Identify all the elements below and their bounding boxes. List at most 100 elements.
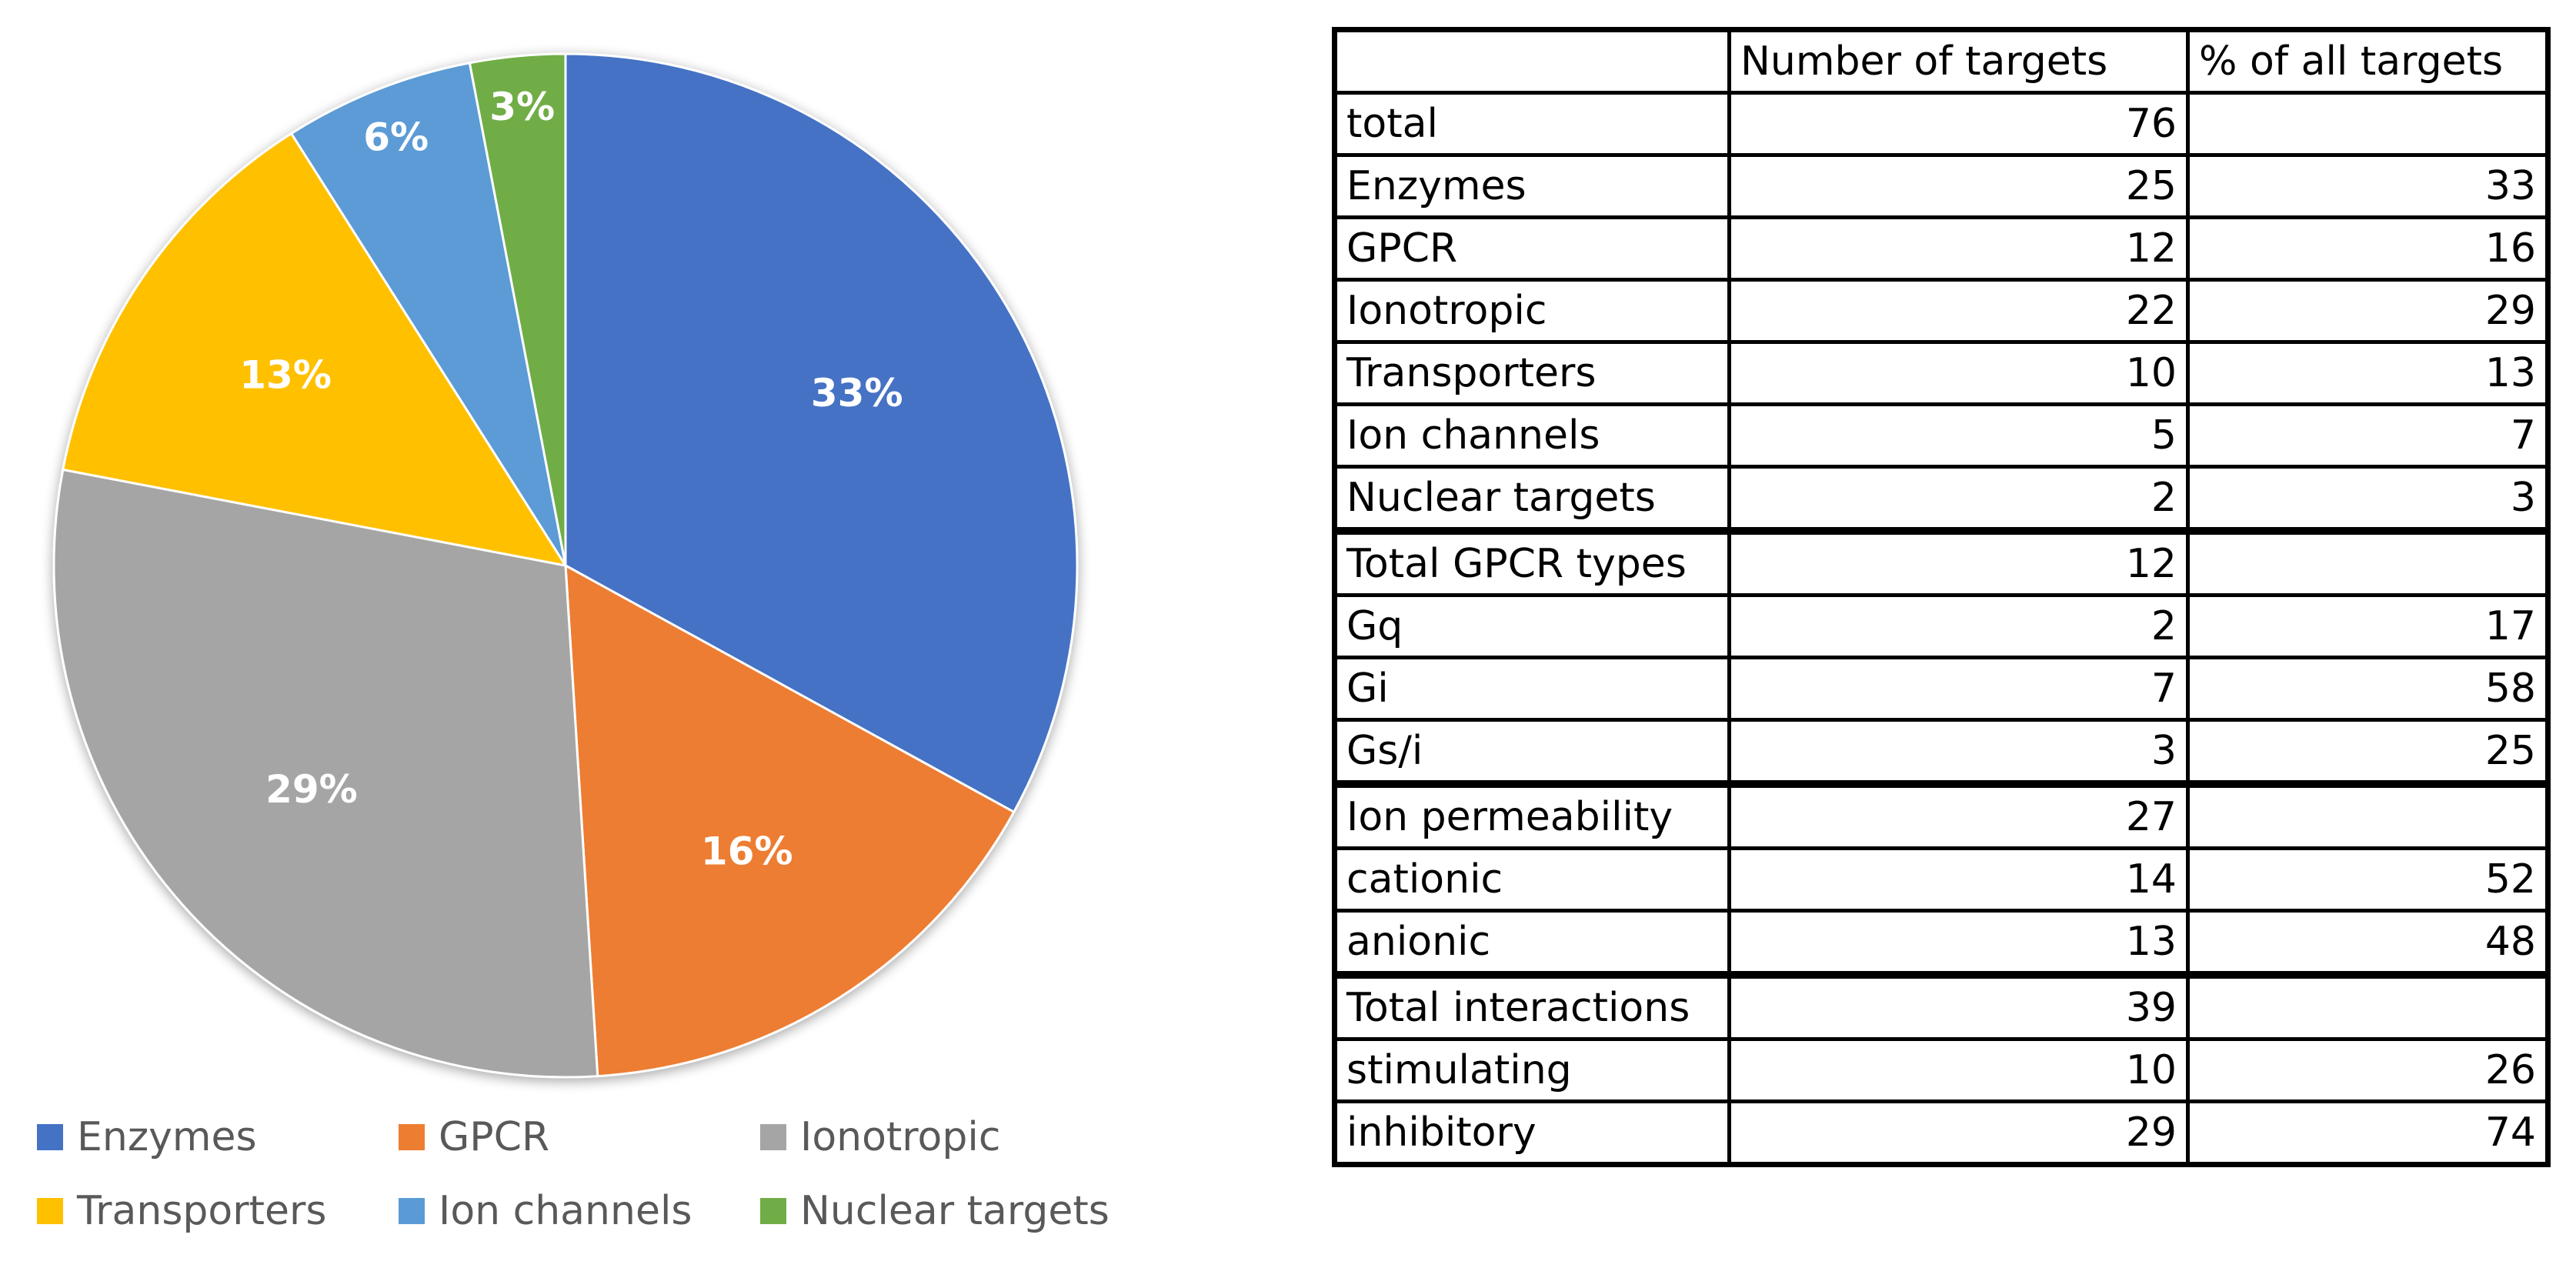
table-row: total 76 — [1333, 91, 2550, 157]
row-label: total — [1333, 91, 1731, 157]
legend-swatch — [760, 1124, 786, 1150]
row-number-of-targets: 3 — [1727, 718, 2190, 786]
row-label: Total interactions — [1333, 971, 1731, 1041]
pie-slice-gpcr — [564, 563, 1016, 1078]
row-percent-of-all-targets — [2186, 527, 2550, 597]
row-percent-of-all-targets: 29 — [2186, 278, 2550, 344]
table-row: Gq 2 17 — [1333, 593, 2550, 659]
row-percent-of-all-targets: 13 — [2186, 340, 2550, 406]
row-label: Ionotropic — [1333, 278, 1731, 344]
table-header-row: Number of targets % of all targets — [1333, 28, 2550, 95]
legend-swatch — [37, 1198, 63, 1224]
targets-table: Number of targets % of all targets total… — [1332, 27, 2551, 1167]
pie-slice-ion-channels — [289, 62, 567, 566]
row-label: Ion permeability — [1333, 780, 1731, 850]
legend-label: Nuclear targets — [800, 1188, 1109, 1234]
row-label: Nuclear targets — [1333, 465, 1731, 533]
row-number-of-targets: 29 — [1727, 1099, 2190, 1166]
row-label: Transporters — [1333, 340, 1731, 406]
row-label: GPCR — [1333, 215, 1731, 282]
pie-slice-transporters — [62, 132, 569, 568]
slice-label: 13% — [239, 353, 332, 398]
slice-label: 33% — [811, 371, 903, 415]
row-label: Gq — [1333, 593, 1731, 659]
slice-label: 29% — [265, 767, 358, 812]
row-percent-of-all-targets: 25 — [2186, 718, 2550, 786]
row-number-of-targets: 2 — [1727, 593, 2190, 659]
table-row: GPCR 12 16 — [1333, 215, 2550, 282]
legend-swatch — [760, 1198, 786, 1224]
legend-item: Nuclear targets — [760, 1180, 1109, 1242]
table-row: Gi 7 58 — [1333, 656, 2550, 722]
row-percent-of-all-targets: 58 — [2186, 656, 2550, 722]
header-percent-of-all-targets: % of all targets — [2186, 28, 2550, 95]
table-row: Transporters 10 13 — [1333, 340, 2550, 406]
row-number-of-targets: 14 — [1727, 846, 2190, 913]
table-row: Ionotropic 22 29 — [1333, 278, 2550, 344]
legend-item: Ion channels — [399, 1180, 692, 1242]
slice-label: 6% — [363, 115, 429, 160]
legend-label: Ion channels — [439, 1188, 692, 1234]
row-label: Ion channels — [1333, 402, 1731, 469]
chart-legend: Enzymes GPCR Ionotropic Transporters Ion cha… — [37, 1106, 1137, 1260]
row-percent-of-all-targets: 3 — [2186, 465, 2550, 533]
row-label: Total GPCR types — [1333, 527, 1731, 597]
row-number-of-targets: 7 — [1727, 656, 2190, 722]
row-percent-of-all-targets: 52 — [2186, 846, 2550, 913]
pie-slice-ionotropic — [52, 468, 599, 1079]
row-percent-of-all-targets: 33 — [2186, 153, 2550, 219]
row-number-of-targets: 27 — [1727, 780, 2190, 850]
row-percent-of-all-targets — [2186, 91, 2550, 157]
row-percent-of-all-targets: 74 — [2186, 1099, 2550, 1166]
row-label: Enzymes — [1333, 153, 1731, 219]
table-row: Ion permeability 27 — [1333, 780, 2550, 850]
row-number-of-targets: 12 — [1727, 527, 2190, 597]
legend-label: Ionotropic — [800, 1114, 1001, 1160]
legend-item: Enzymes — [37, 1106, 257, 1168]
row-number-of-targets: 12 — [1727, 215, 2190, 282]
pie-chart: 33% 16% 29% 13% 6% 3% — [52, 52, 1079, 1079]
row-label: cationic — [1333, 846, 1731, 913]
row-number-of-targets: 2 — [1727, 465, 2190, 533]
legend-swatch — [399, 1198, 425, 1224]
legend-swatch — [399, 1124, 425, 1150]
header-empty — [1333, 28, 1731, 95]
legend-label: Transporters — [77, 1188, 327, 1234]
legend-swatch — [37, 1124, 63, 1150]
pie-slice-enzymes — [564, 52, 1079, 814]
table-row: Total GPCR types 12 — [1333, 527, 2550, 597]
slice-label: 16% — [701, 829, 793, 874]
table-row: inhibitory 29 74 — [1333, 1099, 2550, 1166]
row-number-of-targets: 13 — [1727, 909, 2190, 977]
row-label: stimulating — [1333, 1037, 1731, 1103]
row-label: inhibitory — [1333, 1099, 1731, 1166]
row-label: anionic — [1333, 909, 1731, 977]
table-row: Enzymes 25 33 — [1333, 153, 2550, 219]
table-row: Nuclear targets 2 3 — [1333, 465, 2550, 533]
row-number-of-targets: 25 — [1727, 153, 2190, 219]
row-number-of-targets: 76 — [1727, 91, 2190, 157]
row-number-of-targets: 22 — [1727, 278, 2190, 344]
row-number-of-targets: 5 — [1727, 402, 2190, 469]
row-percent-of-all-targets: 16 — [2186, 215, 2550, 282]
row-percent-of-all-targets: 26 — [2186, 1037, 2550, 1103]
table-row: Ion channels 5 7 — [1333, 402, 2550, 469]
row-label: Gi — [1333, 656, 1731, 722]
row-number-of-targets: 10 — [1727, 1037, 2190, 1103]
table-row: stimulating 10 26 — [1333, 1037, 2550, 1103]
legend-item: Ionotropic — [760, 1106, 1000, 1168]
row-number-of-targets: 39 — [1727, 971, 2190, 1041]
slice-label: 3% — [489, 85, 555, 129]
row-percent-of-all-targets: 7 — [2186, 402, 2550, 469]
table-row: Total interactions 39 — [1333, 971, 2550, 1041]
row-number-of-targets: 10 — [1727, 340, 2190, 406]
table-row: Gs/i 3 25 — [1333, 718, 2550, 786]
table-row: anionic 13 48 — [1333, 909, 2550, 977]
legend-item: Transporters — [37, 1180, 326, 1242]
table-row: cationic 14 52 — [1333, 846, 2550, 913]
row-percent-of-all-targets — [2186, 780, 2550, 850]
legend-label: Enzymes — [77, 1114, 257, 1160]
row-percent-of-all-targets — [2186, 971, 2550, 1041]
pie-slice-nuclear-targets — [468, 52, 567, 566]
row-percent-of-all-targets: 48 — [2186, 909, 2550, 977]
